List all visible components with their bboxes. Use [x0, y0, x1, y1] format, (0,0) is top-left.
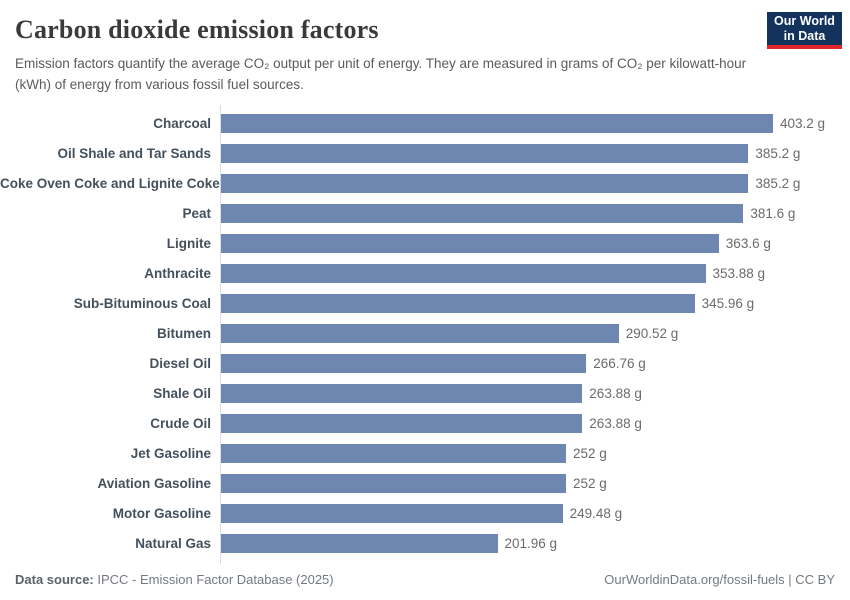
bar-chart: Charcoal 403.2 g Oil Shale and Tar Sands…	[0, 105, 850, 564]
bar-row: Lignite 363.6 g	[0, 228, 850, 258]
bar-row: Aviation Gasoline 252 g	[0, 468, 850, 498]
category-label: Peat	[182, 205, 211, 221]
bar[interactable]	[221, 473, 566, 493]
category-label: Natural Gas	[135, 535, 211, 551]
category-label: Aviation Gasoline	[97, 475, 211, 491]
bar-row: Crude Oil 263.88 g	[0, 408, 850, 438]
bar-row: Motor Gasoline 249.48 g	[0, 498, 850, 528]
value-label: 252 g	[573, 475, 607, 491]
bar-row: Anthracite 353.88 g	[0, 258, 850, 288]
value-label: 266.76 g	[593, 355, 646, 371]
bar[interactable]	[221, 263, 706, 283]
bar-row: Charcoal 403.2 g	[0, 108, 850, 138]
bar-area: 249.48 g	[220, 498, 850, 528]
value-label: 252 g	[573, 445, 607, 461]
bar-area: 381.6 g	[220, 198, 850, 228]
value-label: 385.2 g	[755, 145, 801, 161]
bar-area: 363.6 g	[220, 228, 850, 258]
bar-area: 252 g	[220, 468, 850, 498]
value-label: 363.6 g	[725, 235, 771, 251]
category-label: Crude Oil	[150, 415, 211, 431]
category-label: Diesel Oil	[149, 355, 211, 371]
bar[interactable]	[221, 143, 749, 163]
category-label: Lignite	[166, 235, 211, 251]
bar[interactable]	[221, 173, 749, 193]
value-label: 403.2 g	[780, 115, 826, 131]
bar[interactable]	[221, 413, 583, 433]
bar[interactable]	[221, 353, 587, 373]
bar-area: 345.96 g	[220, 288, 850, 318]
bar-row: Oil Shale and Tar Sands 385.2 g	[0, 138, 850, 168]
category-label: Oil Shale and Tar Sands	[57, 145, 211, 161]
value-label: 353.88 g	[712, 265, 766, 281]
bar-row: Shale Oil 263.88 g	[0, 378, 850, 408]
value-label: 381.6 g	[750, 205, 796, 221]
data-source-text: IPCC - Emission Factor Database (2025)	[93, 572, 334, 587]
owid-logo[interactable]: Our World in Data	[767, 12, 842, 49]
owid-logo-line2: in Data	[783, 28, 826, 43]
bar-area: 201.96 g	[220, 528, 850, 558]
category-label: Jet Gasoline	[130, 445, 211, 461]
bar-row: Bitumen 290.52 g	[0, 318, 850, 348]
data-source-label: Data source:	[15, 572, 94, 587]
value-label: 385.2 g	[755, 175, 801, 191]
bar-row: Jet Gasoline 252 g	[0, 438, 850, 468]
bar-area: 290.52 g	[220, 318, 850, 348]
chart-subtitle: Emission factors quantify the average CO…	[15, 56, 747, 92]
bar-area: 403.2 g	[220, 108, 850, 138]
data-source: Data source: IPCC - Emission Factor Data…	[15, 572, 334, 587]
value-label: 249.48 g	[569, 505, 623, 521]
bar[interactable]	[221, 503, 563, 523]
category-label: Sub-Bituminous Coal	[73, 295, 211, 311]
category-label: Bitumen	[157, 325, 211, 341]
category-label: Anthracite	[144, 265, 211, 281]
bar-area: 263.88 g	[220, 408, 850, 438]
bar[interactable]	[221, 443, 566, 463]
value-label: 263.88 g	[589, 415, 642, 431]
bar-area: 385.2 g	[220, 168, 850, 198]
bar-area: 263.88 g	[220, 378, 850, 408]
bar[interactable]	[221, 383, 583, 403]
page-title: Carbon dioxide emission factors	[15, 15, 379, 44]
chart-header: Carbon dioxide emission factors Emission…	[0, 0, 850, 95]
bar-row: Sub-Bituminous Coal 345.96 g	[0, 288, 850, 318]
value-label: 345.96 g	[701, 295, 755, 311]
owid-license-link[interactable]: OurWorldinData.org/fossil-fuels | CC BY	[604, 572, 835, 587]
category-label: Coke Oven Coke and Lignite Coke	[0, 175, 220, 191]
value-label: 263.88 g	[589, 385, 642, 401]
bar[interactable]	[221, 533, 498, 553]
bar-row: Diesel Oil 266.76 g	[0, 348, 850, 378]
category-label: Charcoal	[153, 115, 211, 131]
chart-rows: Charcoal 403.2 g Oil Shale and Tar Sands…	[0, 105, 850, 564]
bar[interactable]	[221, 113, 773, 133]
category-label: Motor Gasoline	[112, 505, 211, 521]
chart-footer: Data source: IPCC - Emission Factor Data…	[15, 572, 835, 587]
value-label: 290.52 g	[625, 325, 679, 341]
bar-area: 385.2 g	[220, 138, 850, 168]
bar-area: 266.76 g	[220, 348, 850, 378]
bar[interactable]	[221, 323, 619, 343]
bar[interactable]	[221, 203, 744, 223]
owid-logo-line1: Our World	[774, 13, 835, 28]
bar-row: Natural Gas 201.96 g	[0, 528, 850, 558]
bar-area: 353.88 g	[220, 258, 850, 288]
bar[interactable]	[221, 293, 695, 313]
bar-row: Peat 381.6 g	[0, 198, 850, 228]
bar-area: 252 g	[220, 438, 850, 468]
value-label: 201.96 g	[504, 535, 558, 551]
bar-row: Coke Oven Coke and Lignite Coke 385.2 g	[0, 168, 850, 198]
bar[interactable]	[221, 233, 719, 253]
category-label: Shale Oil	[153, 385, 211, 401]
